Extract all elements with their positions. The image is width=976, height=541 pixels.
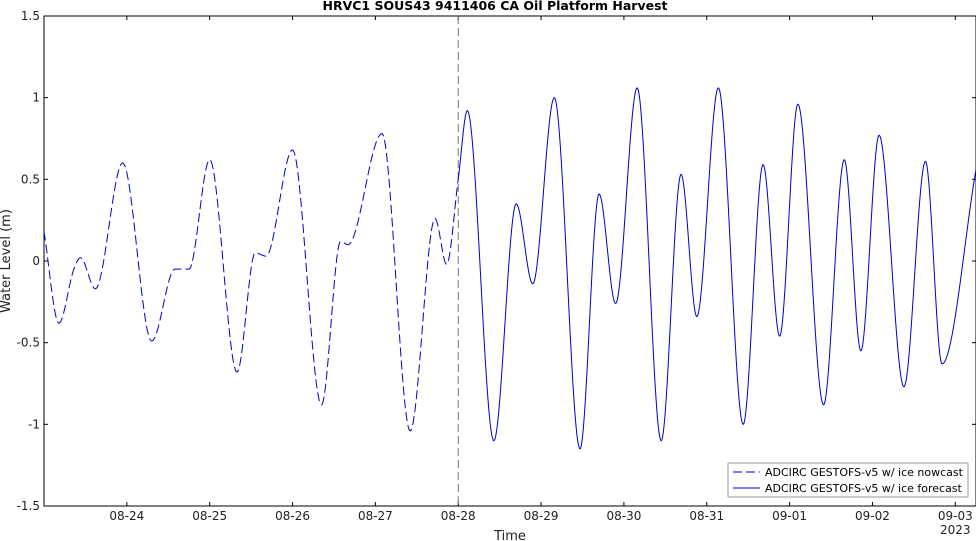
legend-label-nowcast: ADCIRC GESTOFS-v5 w/ ice nowcast <box>765 466 964 479</box>
y-tick-label: 0.5 <box>21 172 40 186</box>
x-tick-label: 08-31 <box>689 509 724 523</box>
x-tick-label: 09-01 <box>772 509 807 523</box>
y-tick-label: 1 <box>32 91 40 105</box>
series-line-forecast <box>457 87 976 450</box>
y-tick-label: -1 <box>28 417 40 431</box>
x-tick-label: 08-27 <box>358 509 393 523</box>
legend-box <box>727 462 969 498</box>
legend-label-forecast: ADCIRC GESTOFS-v5 w/ ice forecast <box>765 482 963 495</box>
x-tick-label: 08-30 <box>606 509 641 523</box>
y-axis: -1.5 -1 -0.5 0 0.5 1 1.5 <box>17 9 976 513</box>
x-tick-label: 09-03 <box>938 509 973 523</box>
series-group <box>43 87 976 450</box>
plot-border <box>43 15 976 507</box>
x-tick-label: 08-24 <box>109 509 144 523</box>
legend: ADCIRC GESTOFS-v5 w/ ice nowcast ADCIRC … <box>727 462 969 498</box>
x-tick-label: 08-25 <box>192 509 227 523</box>
chart-title: HRVC1 SOUS43 9411406 CA Oil Platform Har… <box>322 0 667 13</box>
x-axis-title: Time <box>493 529 526 541</box>
x-tick-year-label: 2023 <box>940 523 971 537</box>
series-line-nowcast <box>43 133 459 432</box>
plot-area <box>43 15 976 507</box>
y-tick-label: -1.5 <box>17 499 40 513</box>
x-tick-label: 08-26 <box>275 509 310 523</box>
y-tick-label: 1.5 <box>21 9 40 23</box>
x-axis: 08-24 08-25 08-26 08-27 08-28 08-29 08-30 08-31… <box>109 16 973 537</box>
y-axis-title: Water Level (m) <box>0 209 14 313</box>
x-tick-label: 09-02 <box>855 509 890 523</box>
x-tick-label: 08-28 <box>441 509 476 523</box>
x-tick-label: 08-29 <box>524 509 559 523</box>
y-tick-label: 0 <box>32 254 40 268</box>
y-tick-label: -0.5 <box>17 336 40 350</box>
